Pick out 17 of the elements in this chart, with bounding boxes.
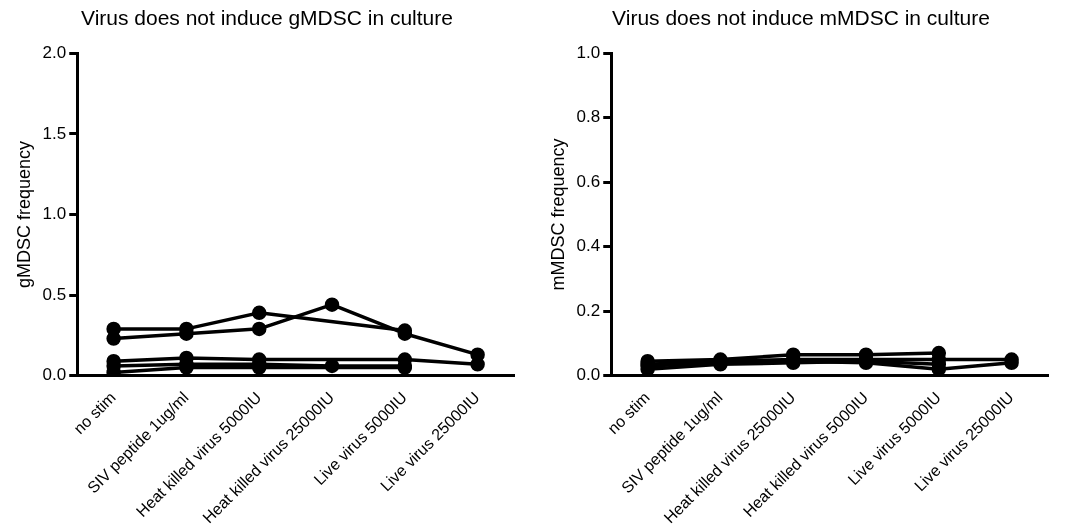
y-axis-title: mMDSC frequency: [547, 138, 568, 291]
chart-title: Virus does not induce mMDSC in culture: [611, 6, 991, 30]
y-tick-label: 1.0: [42, 204, 67, 224]
x-tick-label: no stim: [604, 388, 653, 438]
y-tick-label: 2.0: [42, 42, 67, 62]
y-tick-label: 1.5: [42, 123, 67, 143]
y-tick-label: 0.2: [576, 300, 601, 320]
chart-title: Virus does not induce gMDSC in culture: [80, 6, 454, 30]
y-tick-label: 1.0: [576, 42, 601, 62]
y-tick-label: 0.5: [42, 284, 67, 304]
y-tick-label: 0.4: [576, 236, 601, 256]
y-axis-title: gMDSC frequency: [13, 140, 34, 288]
y-tick-label: 0.6: [576, 171, 601, 191]
y-tick-label: 0.8: [576, 107, 601, 127]
y-tick-label: 0.0: [576, 365, 601, 385]
y-tick-label: 0.0: [42, 365, 67, 385]
x-tick-label: no stim: [70, 388, 119, 438]
